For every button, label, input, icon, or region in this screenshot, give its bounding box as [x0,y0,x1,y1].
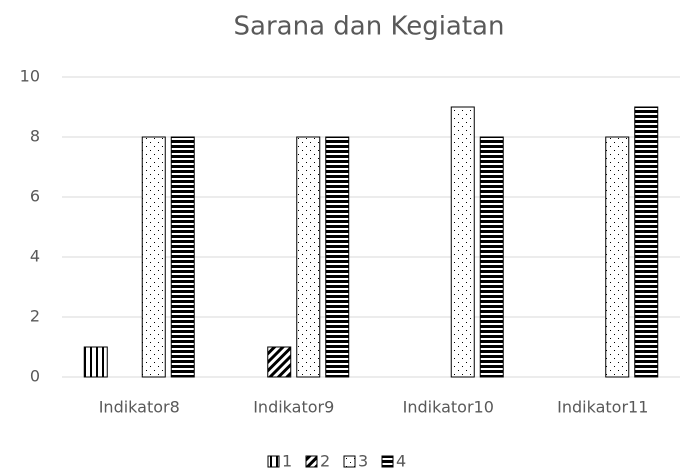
legend-label: 3 [358,452,368,471]
bar [141,136,166,378]
legend-swatch [305,455,318,468]
legend-label: 4 [396,452,406,471]
bar [267,346,292,378]
bar [325,136,350,378]
x-tick-label: Indikator11 [557,398,648,417]
bar [605,136,630,378]
legend-swatch [381,455,394,468]
bar [479,136,504,378]
bar [634,106,659,378]
y-tick-label: 6 [30,187,40,206]
y-tick-label: 8 [30,127,40,146]
y-tick-label: 2 [30,307,40,326]
y-tick-label: 0 [30,367,40,386]
legend-label: 2 [320,452,330,471]
x-tick-label: Indikator9 [253,398,334,417]
legend-swatch [343,455,356,468]
chart-title: Sarana dan Kegiatan [234,12,505,42]
x-tick-label: Indikator8 [99,398,180,417]
y-tick-label: 4 [30,247,40,266]
y-tick-label: 10 [20,67,40,86]
bar [450,106,475,378]
legend-swatch [267,455,280,468]
bar [296,136,321,378]
bar [83,346,108,378]
legend-label: 1 [282,452,292,471]
bar [170,136,195,378]
x-tick-label: Indikator10 [403,398,494,417]
